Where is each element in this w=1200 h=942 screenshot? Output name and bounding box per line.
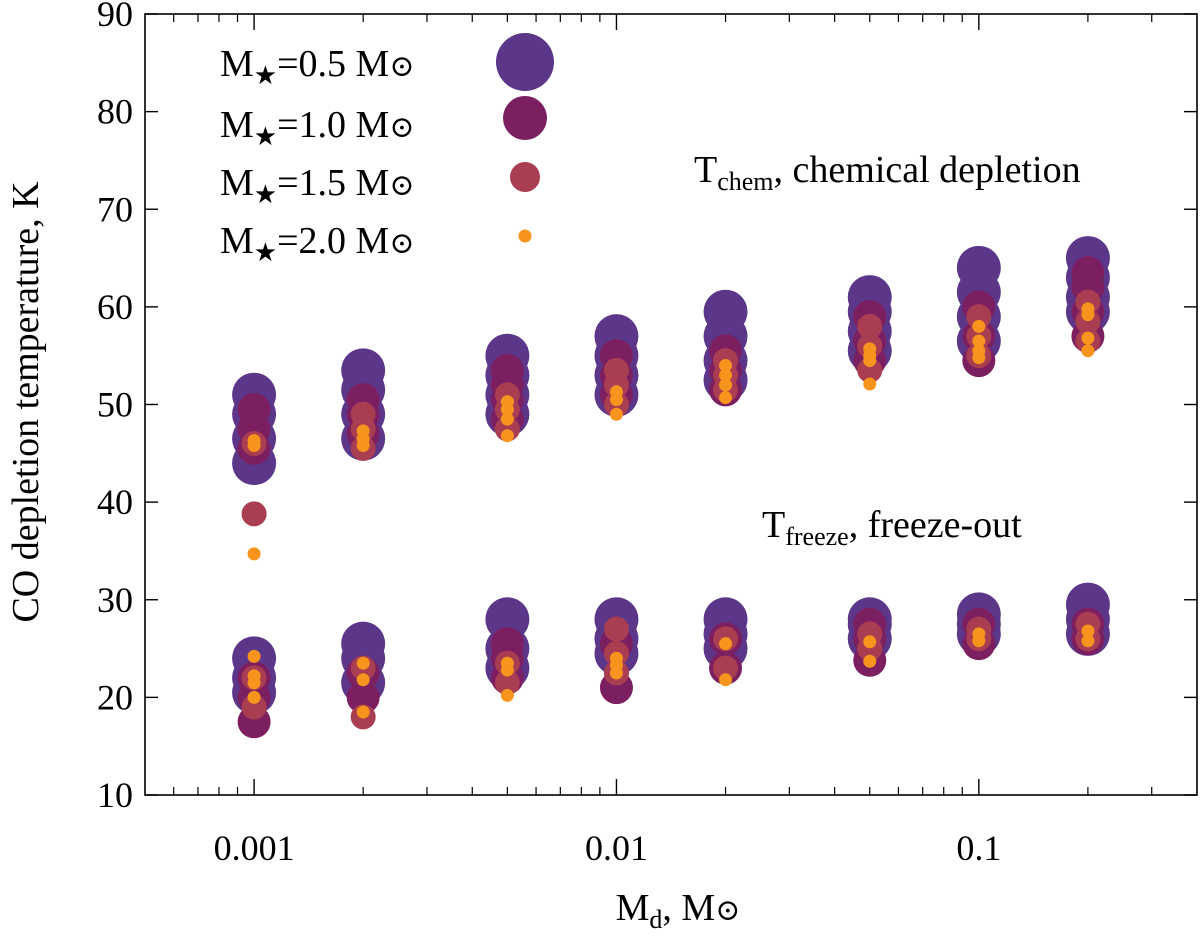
- y-tick-label: 50: [97, 385, 133, 425]
- legend-entry-1: M★=1.0 M⊙: [220, 96, 547, 151]
- data-point-series-3: [247, 649, 261, 663]
- data-point-series-3: [500, 412, 514, 426]
- legend-entry-0: M★=0.5 M⊙: [220, 33, 554, 91]
- x-axis-label-rest: , M: [662, 887, 715, 929]
- data-point-series-3: [972, 319, 986, 333]
- data-point-series-3: [863, 654, 877, 668]
- y-tick-label: 60: [97, 287, 133, 327]
- data-point-series-3: [719, 378, 733, 392]
- data-point-series-3: [1081, 344, 1095, 358]
- data-point-series-1: [1071, 256, 1105, 290]
- data-point-series-2: [966, 304, 992, 330]
- annotation-chemical-depletion: Tchem, chemical depletion: [694, 149, 1081, 196]
- x-tick-label: 0.001: [214, 828, 295, 868]
- data-point-series-2: [603, 357, 629, 383]
- data-point-series-2: [494, 670, 520, 696]
- data-point-series-2: [713, 655, 739, 681]
- data-point-series-2: [603, 616, 629, 642]
- legend: M★=0.5 M⊙ M★=1.0 M⊙ M★=1.5 M⊙ M★=2.0 M⊙: [220, 33, 554, 267]
- y-tick-label: 20: [97, 677, 133, 717]
- data-point-series-2: [857, 357, 883, 383]
- data-point-series-1: [237, 392, 271, 426]
- data-point-series-3: [247, 434, 261, 448]
- legend-marker-1: [503, 96, 547, 140]
- data-point-series-3: [500, 429, 514, 443]
- data-point-series-1: [490, 353, 524, 387]
- data-point-series-2: [241, 501, 267, 527]
- legend-label-3: M★=2.0 M⊙: [220, 220, 414, 267]
- data-point-series-0: [485, 597, 530, 642]
- tick-marks: [145, 13, 1197, 796]
- x-axis-label-symbol: ⊙: [715, 894, 740, 927]
- data-points: [232, 236, 1110, 739]
- data-point-series-2: [350, 401, 376, 427]
- data-point-series-3: [863, 635, 877, 649]
- legend-marker-2: [510, 162, 540, 192]
- data-point-series-3: [972, 627, 986, 641]
- x-axis-label: Md, M⊙: [616, 887, 741, 934]
- y-tick-label: 30: [97, 580, 133, 620]
- data-point-series-3: [609, 651, 623, 665]
- data-point-series-3: [247, 547, 261, 561]
- x-axis-label-main: M: [616, 887, 650, 929]
- data-point-series-0: [341, 348, 386, 393]
- legend-marker-0: [496, 33, 554, 91]
- annotation-freeze-out: Tfreeze, freeze-out: [762, 504, 1022, 551]
- y-tick-label: 70: [97, 189, 133, 229]
- data-point-series-3: [719, 391, 733, 405]
- data-point-series-3: [972, 334, 986, 348]
- data-point-series-3: [719, 358, 733, 372]
- legend-entry-2: M★=1.5 M⊙: [220, 162, 540, 209]
- data-point-series-1: [346, 680, 380, 714]
- x-tick-label: 0.1: [956, 828, 1001, 868]
- data-point-series-3: [609, 385, 623, 399]
- data-point-series-0: [703, 289, 748, 334]
- data-point-series-3: [609, 407, 623, 421]
- data-point-series-3: [972, 344, 986, 358]
- y-tick-label: 80: [97, 92, 133, 132]
- data-point-series-3: [500, 688, 514, 702]
- data-point-series-3: [863, 342, 877, 356]
- data-point-series-3: [719, 368, 733, 382]
- x-axis-label-sub: d: [649, 905, 662, 934]
- data-point-series-3: [1081, 331, 1095, 345]
- data-point-series-3: [1081, 624, 1095, 638]
- data-point-series-3: [356, 656, 370, 670]
- data-point-series-3: [500, 656, 514, 670]
- data-point-series-0: [956, 245, 1001, 290]
- legend-label-1: M★=1.0 M⊙: [220, 104, 414, 151]
- legend-marker-3: [518, 229, 532, 243]
- legend-label-0: M★=0.5 M⊙: [220, 43, 414, 90]
- y-tick-label: 90: [97, 0, 133, 34]
- legend-entry-3: M★=2.0 M⊙: [220, 220, 532, 267]
- data-point-series-3: [356, 705, 370, 719]
- plot-frame: [144, 13, 1198, 796]
- data-point-series-3: [500, 395, 514, 409]
- y-tick-label: 40: [97, 482, 133, 522]
- data-point-series-3: [356, 673, 370, 687]
- data-point-series-3: [719, 673, 733, 687]
- data-point-series-3: [1081, 302, 1095, 316]
- data-point-series-3: [247, 690, 261, 704]
- data-point-series-1: [490, 627, 524, 661]
- data-point-series-2: [857, 313, 883, 339]
- data-point-series-0: [341, 621, 386, 666]
- tick-labels: 10 20 30 40 50 60 70 80 90 0.001 0.01 0.1: [97, 0, 1001, 868]
- data-point-series-3: [1081, 634, 1095, 648]
- data-point-series-3: [719, 637, 733, 651]
- data-point-series-3: [247, 669, 261, 683]
- data-point-series-3: [863, 377, 877, 391]
- x-tick-label: 0.01: [585, 828, 648, 868]
- y-tick-label: 10: [97, 775, 133, 815]
- data-point-series-2: [241, 694, 267, 720]
- data-point-series-3: [356, 424, 370, 438]
- y-axis-label: CO depletion temperature, K: [5, 181, 47, 623]
- legend-label-2: M★=1.5 M⊙: [220, 162, 414, 209]
